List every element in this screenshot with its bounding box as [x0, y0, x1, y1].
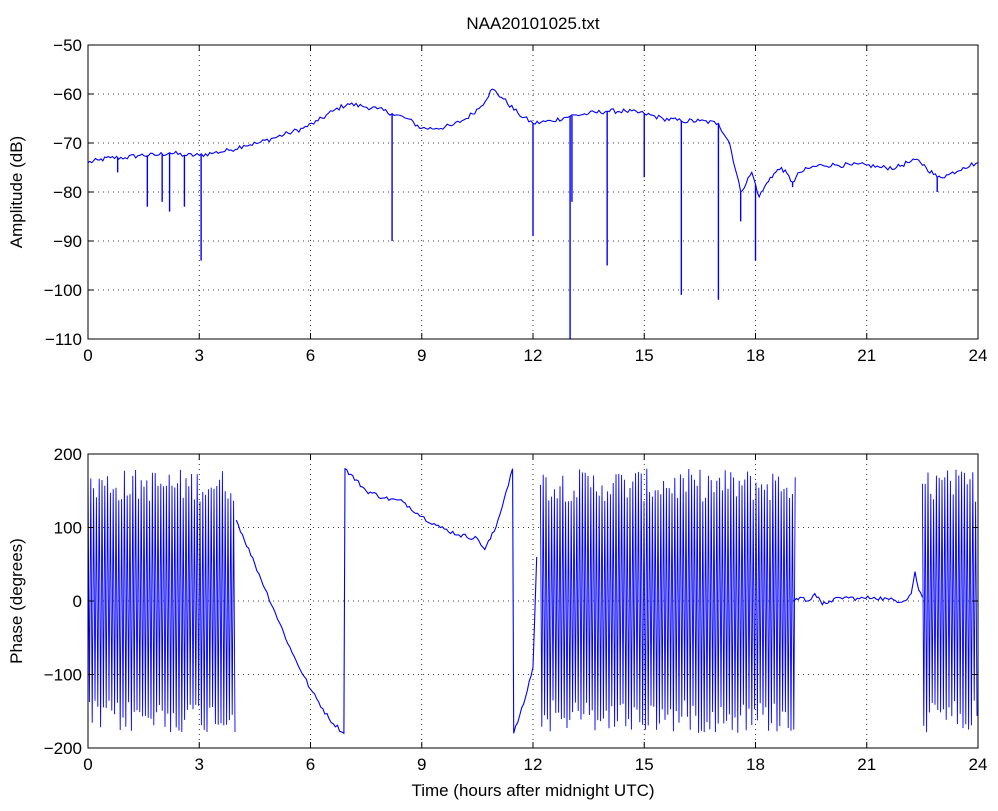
amplitude-plot-area	[87, 88, 979, 339]
amplitude-axes: 0 3 6 9 12 15 18 21 24 −110 −100 −90 −80 −70 −60 −50 Am…	[7, 36, 987, 365]
amplitude-x-tick-label: 18	[746, 346, 765, 365]
phase-x-tick-label: 6	[306, 755, 315, 774]
phase-grid	[88, 454, 978, 748]
phase-wrapped-oscillation	[921, 469, 978, 733]
amplitude-x-tick-label: 0	[83, 346, 92, 365]
phase-x-tick-label: 0	[83, 755, 92, 774]
phase-series-line-1	[792, 571, 923, 606]
amplitude-ylabel: Amplitude (dB)	[7, 136, 26, 248]
phase-ticks: 0 3 6 9 12 15 18 21 24 −200 −100 0 100 200	[44, 445, 988, 774]
phase-xlabel: Time (hours after midnight UTC)	[411, 781, 654, 800]
phase-y-tick-label: −100	[44, 666, 82, 685]
phase-x-tick-label: 15	[635, 755, 654, 774]
phase-x-tick-label: 3	[195, 755, 204, 774]
amplitude-y-tick-label: −60	[53, 85, 82, 104]
phase-x-tick-label: 18	[746, 755, 765, 774]
phase-ylabel: Phase (degrees)	[7, 538, 26, 664]
phase-plot-area	[87, 467, 978, 735]
amplitude-x-tick-label: 3	[195, 346, 204, 365]
amplitude-y-tick-label: −100	[44, 281, 82, 300]
phase-y-tick-label: 0	[73, 592, 82, 611]
phase-series-line-0	[235, 467, 538, 735]
amplitude-x-tick-label: 21	[857, 346, 876, 365]
amplitude-x-tick-label: 15	[635, 346, 654, 365]
amplitude-series-line-0	[87, 88, 979, 199]
phase-x-tick-label: 9	[417, 755, 426, 774]
amplitude-x-tick-label: 24	[969, 346, 988, 365]
amplitude-x-tick-label: 9	[417, 346, 426, 365]
phase-y-tick-label: −200	[44, 739, 82, 758]
phase-wrapped-oscillation	[539, 468, 796, 733]
phase-wrapped-oscillation	[87, 469, 236, 733]
phase-x-tick-label: 21	[857, 755, 876, 774]
phase-x-tick-label: 24	[969, 755, 988, 774]
phase-y-tick-label: 100	[54, 519, 82, 538]
amplitude-y-tick-label: −110	[45, 330, 82, 349]
amplitude-x-tick-label: 12	[524, 346, 543, 365]
amplitude-y-tick-label: −50	[53, 36, 82, 55]
phase-y-tick-label: 200	[54, 445, 82, 464]
phase-axes: 0 3 6 9 12 15 18 21 24 −200 −100 0 100 200 Phase (deg…	[7, 445, 987, 800]
chart-title: NAA20101025.txt	[466, 14, 600, 33]
amplitude-x-tick-label: 6	[306, 346, 315, 365]
phase-x-tick-label: 12	[524, 755, 543, 774]
amplitude-y-tick-label: −90	[53, 232, 82, 251]
amplitude-ticks: 0 3 6 9 12 15 18 21 24 −110 −100 −90 −80 −70 −60 −50	[44, 36, 988, 365]
amplitude-y-tick-label: −80	[53, 183, 82, 202]
amplitude-y-tick-label: −70	[53, 134, 82, 153]
